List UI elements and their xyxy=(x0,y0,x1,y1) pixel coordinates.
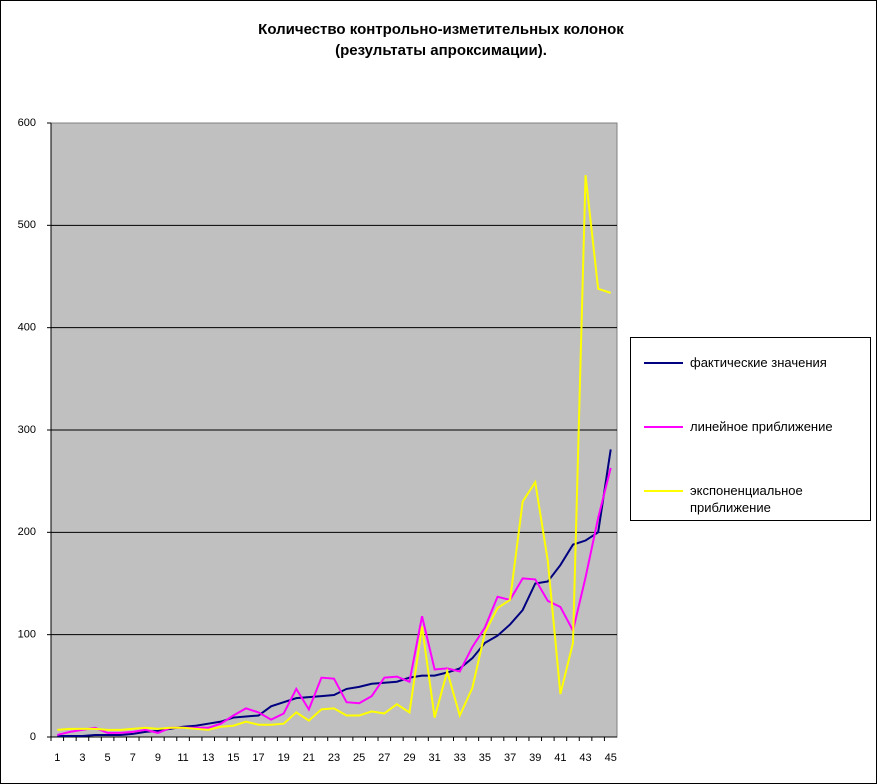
x-tick-label: 3 xyxy=(79,752,85,764)
y-tick-label: 300 xyxy=(18,424,36,436)
y-tick-label: 400 xyxy=(18,322,36,334)
x-tick-label: 41 xyxy=(554,752,566,764)
x-tick-label: 21 xyxy=(303,752,315,764)
series-line xyxy=(57,175,612,731)
legend-swatch xyxy=(644,426,683,428)
series-line xyxy=(57,467,612,736)
y-tick-label: 0 xyxy=(30,731,36,743)
x-tick-label: 43 xyxy=(579,752,591,764)
y-tick-label: 100 xyxy=(18,629,36,641)
y-tick-label: 200 xyxy=(18,526,36,538)
legend-label: экспоненциальное приближение xyxy=(690,483,803,515)
x-tick-label: 7 xyxy=(130,752,136,764)
x-tick-label: 35 xyxy=(479,752,491,764)
x-tick-label: 11 xyxy=(177,752,188,764)
x-tick-label: 37 xyxy=(504,752,516,764)
x-tick-label: 19 xyxy=(278,752,290,764)
x-tick-label: 9 xyxy=(155,752,161,764)
legend-item: линейное приближение xyxy=(631,414,871,454)
x-tick-label: 33 xyxy=(454,752,466,764)
legend-item: фактические значения xyxy=(631,350,871,390)
y-tick-label: 600 xyxy=(18,117,36,129)
chart-title: (результаты апроксимации). xyxy=(335,42,547,59)
x-tick-label: 39 xyxy=(529,752,541,764)
x-tick-label: 25 xyxy=(353,752,365,764)
x-tick-label: 5 xyxy=(105,752,111,764)
legend-label: фактические значения xyxy=(690,355,827,370)
legend-swatch xyxy=(644,362,683,364)
x-tick-label: 23 xyxy=(328,752,340,764)
x-tick-label: 15 xyxy=(227,752,239,764)
legend-swatch xyxy=(644,490,683,492)
x-tick-label: 29 xyxy=(403,752,415,764)
legend-item: экспоненциальное приближение xyxy=(631,478,871,518)
x-tick-label: 27 xyxy=(378,752,390,764)
x-tick-label: 31 xyxy=(428,752,440,764)
chart-title: Количество контрольно-изметительных коло… xyxy=(258,21,624,38)
x-tick-label: 45 xyxy=(605,752,617,764)
x-tick-label: 13 xyxy=(202,752,214,764)
legend-label: линейное приближение xyxy=(690,419,833,434)
legend: фактические значения линейное приближение… xyxy=(630,337,871,521)
x-tick-label: 17 xyxy=(252,752,264,764)
y-tick-label: 500 xyxy=(18,219,36,231)
x-tick-label: 1 xyxy=(54,752,60,764)
